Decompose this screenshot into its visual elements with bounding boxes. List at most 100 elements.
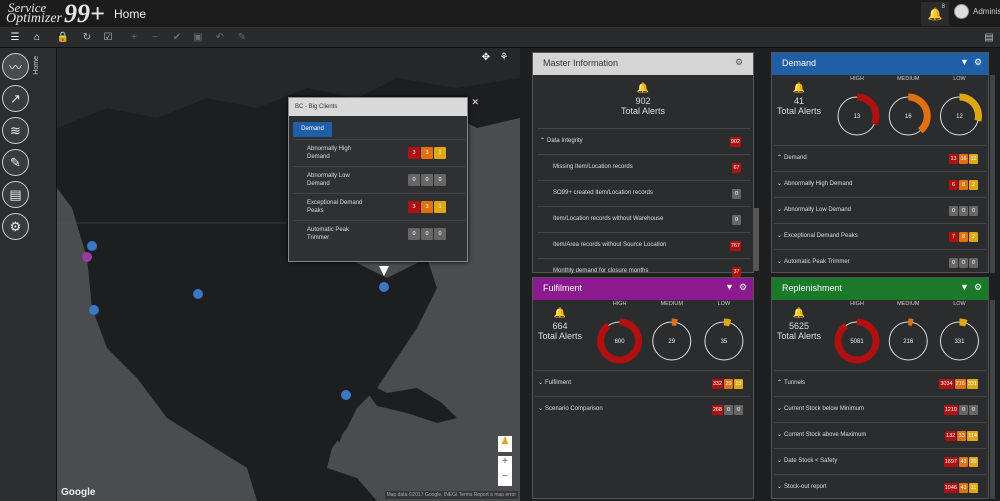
- master-row[interactable]: ⌃ Data Integrity 902: [537, 128, 751, 154]
- home-icon[interactable]: ⌂: [33, 32, 41, 43]
- count-badge: 3: [421, 201, 433, 213]
- master-row[interactable]: SO99+ created Item/Location records 0: [537, 180, 751, 206]
- popup-row-label: Automatic Peak Trimmer: [307, 227, 350, 241]
- demand-row[interactable]: ⌄ Abnormally Low Demand 0 0 0: [774, 197, 986, 223]
- app-logo[interactable]: Service Optimizer 99+: [6, 0, 106, 28]
- chevron-down-icon[interactable]: ⌄: [777, 432, 783, 438]
- replenishment-row[interactable]: ⌄ Stock-out report 1046 43 11: [774, 474, 986, 500]
- chevron-down-icon[interactable]: ⌄: [777, 458, 783, 464]
- demand-row[interactable]: ⌄ Automatic Peak Trimmer 0 0 0: [774, 249, 986, 275]
- master-row[interactable]: Monthly demand for closure months 37: [537, 258, 751, 284]
- menu-icon[interactable]: ☰: [10, 32, 20, 43]
- gear-icon[interactable]: ⚙: [974, 282, 983, 292]
- signal-icon[interactable]: 〰: [2, 53, 29, 80]
- chevron-up-icon[interactable]: ⌃: [540, 138, 546, 144]
- map-credit[interactable]: Map data ©2017 Google, INEGI Terms Repor…: [384, 491, 518, 499]
- chevron-down-icon[interactable]: ⌄: [538, 406, 544, 412]
- panel-title: Fulfilment: [543, 283, 583, 293]
- minus-icon[interactable]: −: [152, 32, 158, 43]
- master-row-label: Missing Item/Location records: [553, 164, 633, 170]
- alert-label: Total Alerts: [776, 106, 822, 116]
- master-row[interactable]: Item/Location records without Warehouse 0: [537, 206, 751, 232]
- replenishment-row[interactable]: ⌃ Tunnels 3034 216 331: [774, 370, 986, 396]
- demand-row[interactable]: ⌄ Abnormally High Demand 6 8 2: [774, 171, 986, 197]
- popup-row[interactable]: Exceptional Demand Peaks 3 3 1: [293, 193, 465, 219]
- master-scrollbar[interactable]: [754, 208, 759, 271]
- popup-row[interactable]: Abnormally High Demand 3 3 1: [293, 139, 465, 165]
- chevron-down-icon[interactable]: ⌄: [777, 233, 783, 239]
- notifications-button[interactable]: 🔔 8: [921, 2, 949, 26]
- demand-row[interactable]: ⌃ Demand 13 16 12: [774, 145, 986, 171]
- replenishment-scrollbar[interactable]: [990, 300, 995, 499]
- bell-icon: 🔔: [792, 308, 806, 319]
- chevron-up-icon[interactable]: ⌃: [777, 380, 783, 386]
- level-label: LOW: [953, 301, 966, 307]
- fulfilment-row[interactable]: ⌄ Fulfilment 332 29 23: [535, 370, 751, 396]
- chevron-down-icon[interactable]: ⌄: [777, 207, 783, 213]
- trend-icon[interactable]: ↗: [2, 85, 29, 112]
- user-menu[interactable]: Administra: [954, 4, 1000, 19]
- master-row[interactable]: Item/Area records without Source Locatio…: [537, 232, 751, 258]
- pegman-icon[interactable]: ♟: [498, 436, 512, 452]
- replenishment-row[interactable]: ⌄ Date Stock < Safety 1697 43 20: [774, 448, 986, 474]
- check-circle-icon[interactable]: ✔: [172, 32, 182, 43]
- count-badge: 216: [954, 379, 966, 389]
- bot-icon[interactable]: ⚘: [499, 52, 509, 63]
- waves-icon[interactable]: ≋: [2, 117, 29, 144]
- demand-row-label: Abnormally Low Demand: [784, 207, 852, 213]
- bell-icon: 🔔: [636, 83, 650, 94]
- gear-icon[interactable]: ⚙: [735, 57, 744, 67]
- undo-icon[interactable]: ↶: [215, 32, 225, 43]
- alert-count: 41: [793, 96, 804, 106]
- filter-icon[interactable]: ▼: [725, 282, 734, 292]
- count-badge: 12: [969, 154, 978, 164]
- replenishment-row[interactable]: ⌄ Current Stock above Maximum 132 33 114: [774, 422, 986, 448]
- replenishment-alert-summary: 🔔 5625 Total Alerts: [774, 308, 824, 341]
- plus-icon[interactable]: +: [131, 32, 137, 43]
- master-row[interactable]: Missing Item/Location records 67: [537, 154, 751, 180]
- replenishment-row[interactable]: ⌄ Current Stock below Minimum 1210 0 0: [774, 396, 986, 422]
- refresh-icon[interactable]: ↻: [82, 32, 92, 43]
- zoom-in-button[interactable]: +: [498, 456, 512, 471]
- popup-row[interactable]: Abnormally Low Demand 0 0 0: [293, 166, 465, 192]
- zoom-out-button[interactable]: −: [498, 471, 512, 486]
- count-badge: 29: [724, 379, 733, 389]
- checkbox-icon[interactable]: ☑: [103, 32, 113, 43]
- count-badge: 0: [421, 174, 433, 186]
- fulfilment-row[interactable]: ⌄ Scenario Comparison 268 0 0: [535, 396, 751, 422]
- row-badges: 1697 43 20: [943, 457, 978, 467]
- chevron-down-icon[interactable]: ⌄: [777, 484, 783, 490]
- demand-row[interactable]: ⌄ Exceptional Demand Peaks 7 8 2: [774, 223, 986, 249]
- demand-scrollbar[interactable]: [990, 75, 995, 273]
- demand-panel: Demand ▼ ⚙ 🔔 41 Total Alerts HIGH MEDIUM LOW 13 16…: [771, 52, 989, 273]
- count-badge: 0: [724, 405, 733, 415]
- edit-icon[interactable]: ✎: [237, 32, 247, 43]
- chevron-down-icon[interactable]: ⌄: [777, 259, 783, 265]
- alert-label: Total Alerts: [537, 331, 583, 341]
- alert-count: 5625: [788, 321, 810, 331]
- map-view[interactable]: ✥ ⚘ ♟ + − Google Map data ©2017 Google, …: [57, 48, 520, 501]
- chevron-down-icon[interactable]: ⌄: [538, 380, 544, 386]
- chevron-up-icon[interactable]: ⌃: [777, 155, 783, 161]
- filter-icon[interactable]: ▼: [960, 282, 969, 292]
- close-icon[interactable]: ✕: [471, 97, 479, 107]
- popup-row[interactable]: Automatic Peak Trimmer 0 0 0: [293, 220, 465, 246]
- master-alert-summary: 🔔 902 Total Alerts: [603, 83, 683, 116]
- lock-icon[interactable]: 🔒: [56, 32, 70, 43]
- chevron-down-icon[interactable]: ⌄: [777, 181, 783, 187]
- filter-icon[interactable]: ▼: [960, 57, 969, 67]
- gear-icon[interactable]: ⚙: [739, 282, 748, 292]
- save-icon[interactable]: ▣: [193, 32, 203, 43]
- gear-icon[interactable]: ⚙: [974, 57, 983, 67]
- gears-icon[interactable]: ⚙: [2, 213, 29, 240]
- count-badge: 3: [408, 147, 420, 159]
- tab-demand[interactable]: Demand: [293, 122, 332, 137]
- window-icon[interactable]: ▤: [984, 32, 994, 43]
- chevron-down-icon[interactable]: ⌄: [777, 406, 783, 412]
- level-label: HIGH: [612, 301, 627, 307]
- popup-row-label: Abnormally High Demand: [307, 146, 352, 160]
- document-icon[interactable]: ▤: [2, 181, 29, 208]
- pen-icon[interactable]: ✎: [2, 149, 29, 176]
- move-icon[interactable]: ✥: [481, 52, 491, 63]
